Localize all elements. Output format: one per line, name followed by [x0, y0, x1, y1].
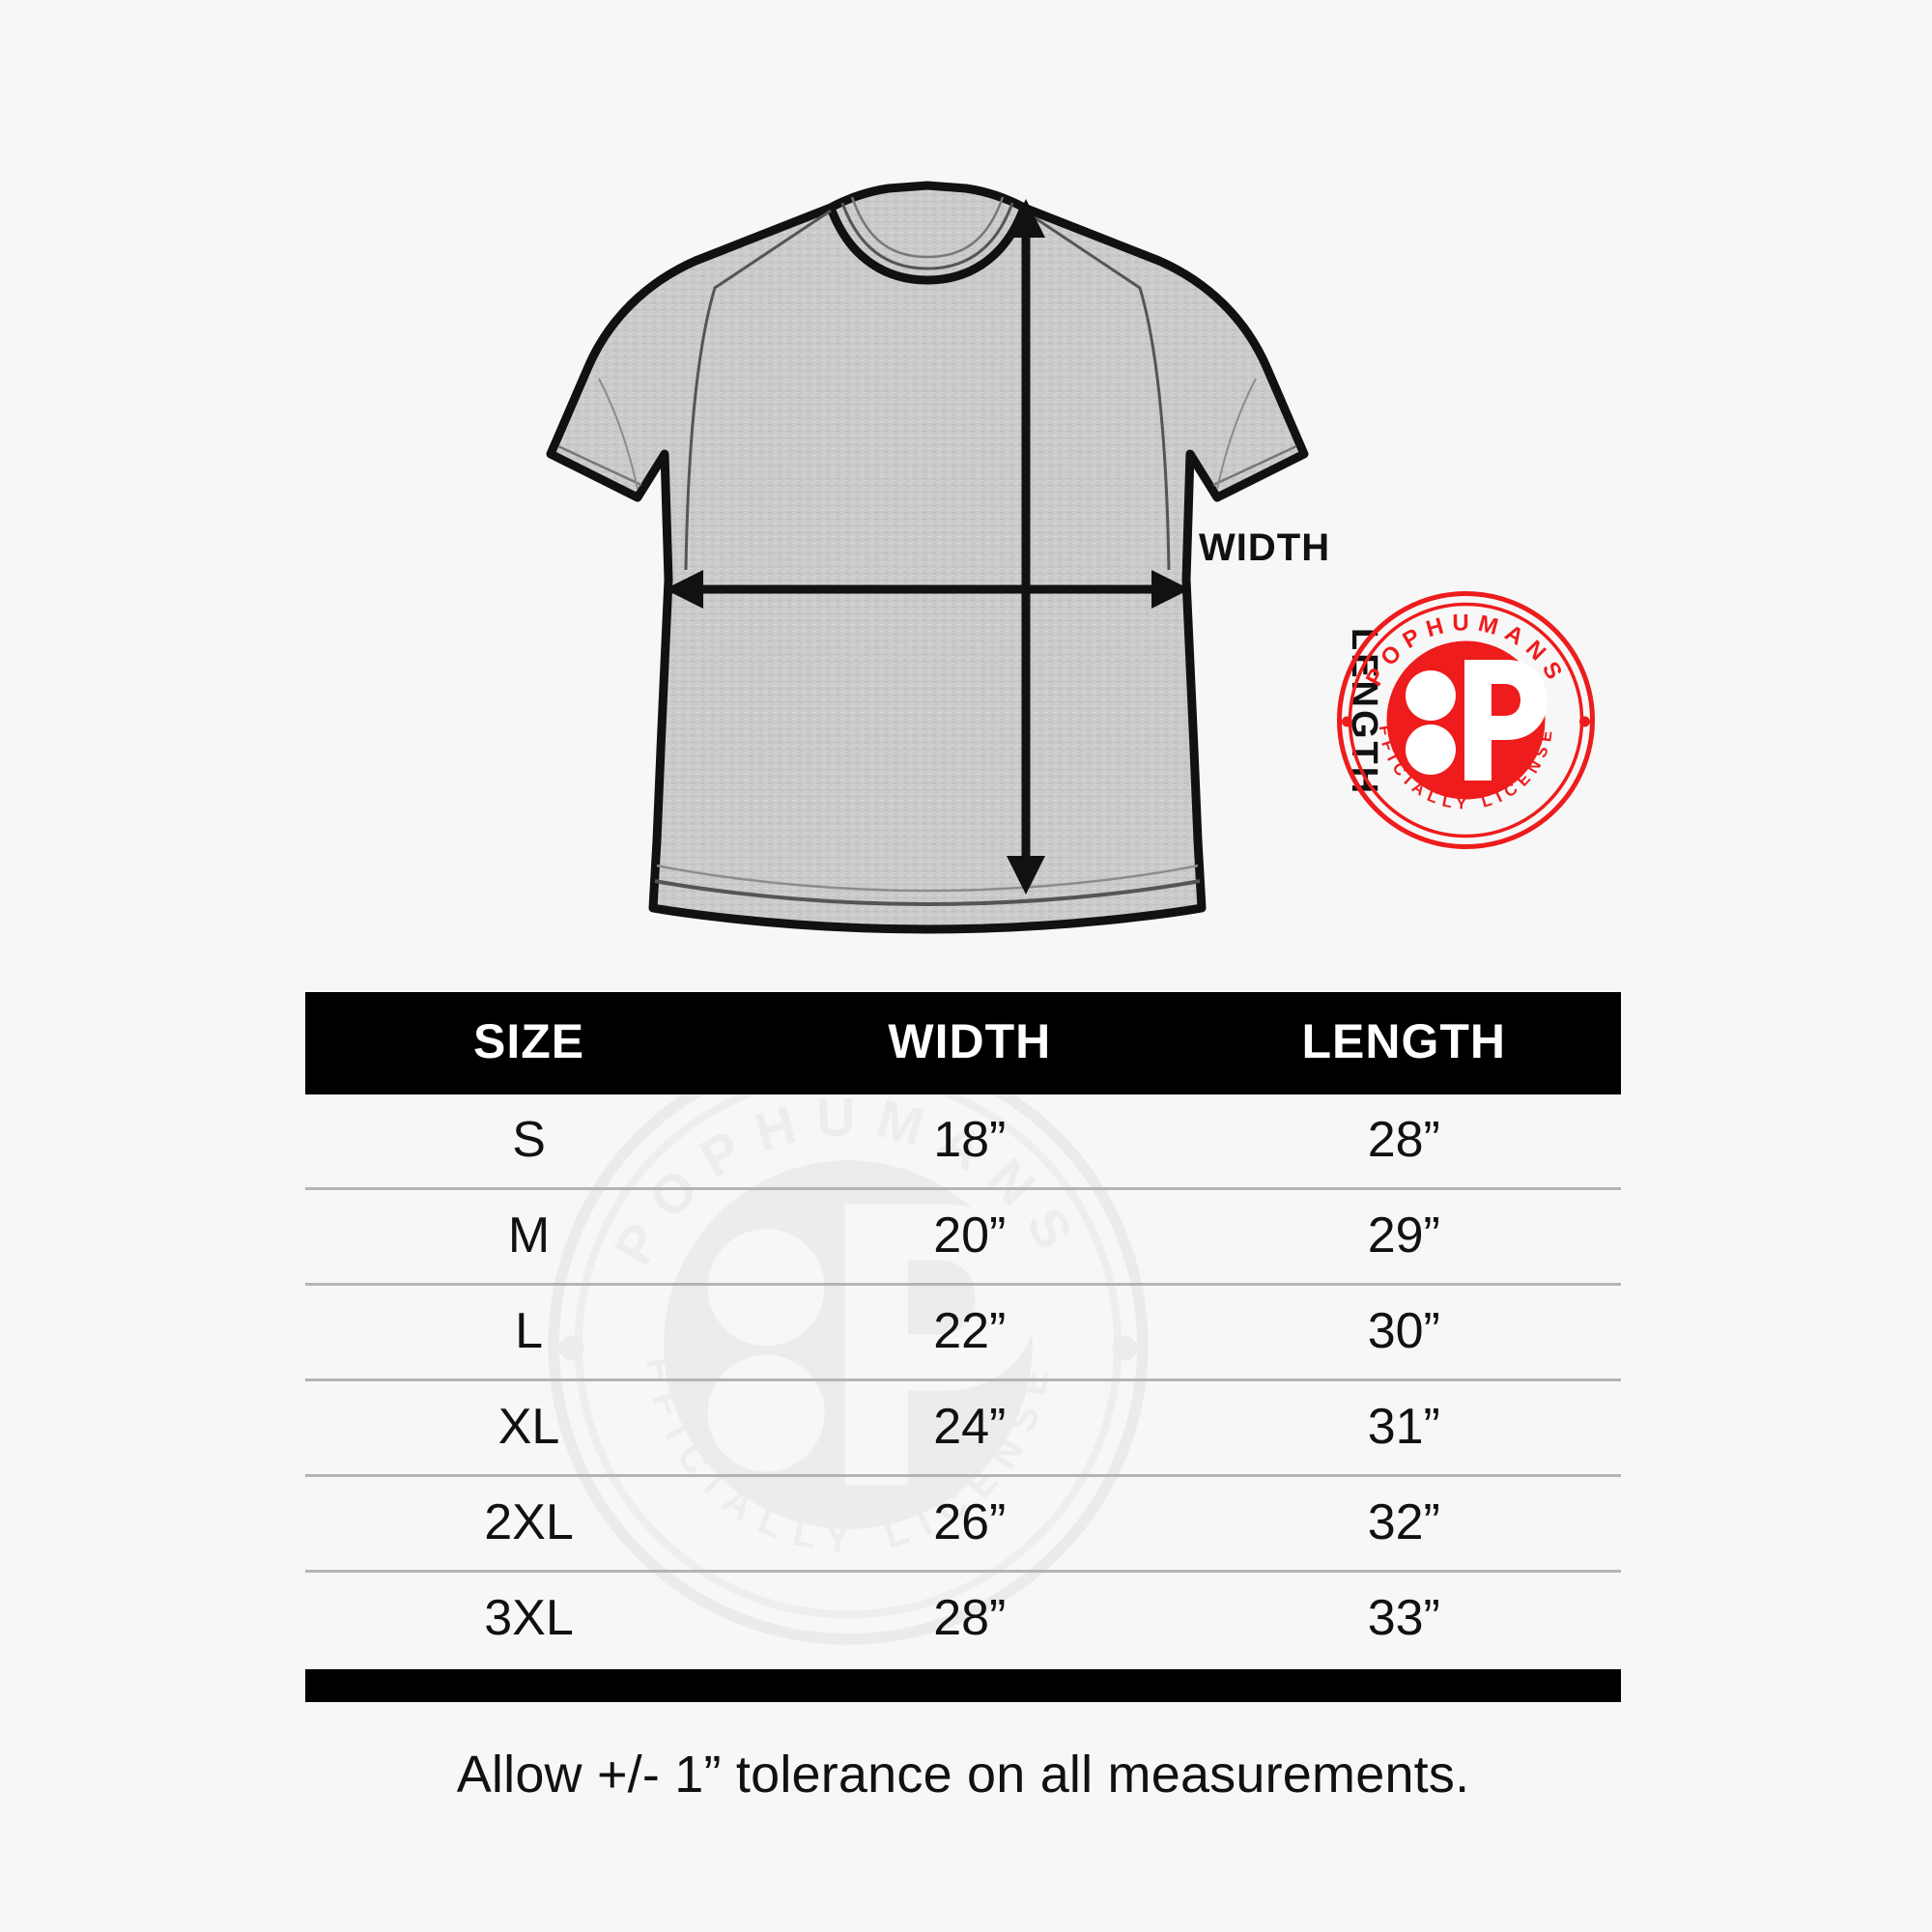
table-bottom-bar [305, 1669, 1621, 1702]
cell-size: S [305, 1094, 753, 1190]
size-table: SIZE WIDTH LENGTH S 18” 28” M 20” 29” L [305, 992, 1621, 1665]
cell-length: 33” [1367, 1590, 1440, 1646]
cell-length: 32” [1186, 1475, 1621, 1573]
size-table-container: SIZE WIDTH LENGTH S 18” 28” M 20” 29” L [305, 992, 1621, 1804]
cell-width: 28” [933, 1590, 1007, 1646]
cell-width: 26” [753, 1475, 1187, 1573]
header-row: SIZE WIDTH LENGTH [305, 992, 1621, 1094]
cell-size: L [305, 1284, 753, 1381]
badge-right-dot [1579, 716, 1590, 727]
cell-size: 3XL [484, 1590, 574, 1646]
badge-outer-ring [1337, 591, 1595, 849]
table-row: 2XL 26” 32” [305, 1475, 1621, 1573]
pophumans-logo-badge: POPHUMANS OFFICIALLY LICENSED [1333, 587, 1599, 853]
cell-width: 20” [753, 1188, 1187, 1286]
size-table-body: S 18” 28” M 20” 29” L 22” 30” XL 24” [305, 1094, 1621, 1665]
badge-dot-upper [1406, 670, 1456, 721]
tshirt-diagram: WIDTH LENGTH [541, 164, 1384, 956]
cell-length: 31” [1186, 1379, 1621, 1477]
header-length: LENGTH [1186, 992, 1621, 1094]
cell-size: M [305, 1188, 753, 1286]
cell-length: 29” [1186, 1188, 1621, 1286]
size-table-header: SIZE WIDTH LENGTH [305, 992, 1621, 1094]
table-row: S 18” 28” [305, 1094, 1621, 1190]
header-size: SIZE [305, 992, 753, 1094]
header-width: WIDTH [753, 992, 1187, 1094]
table-row: M 20” 29” [305, 1188, 1621, 1286]
cell-size: XL [305, 1379, 753, 1477]
badge-dot-lower [1406, 724, 1456, 775]
table-row: L 22” 30” [305, 1284, 1621, 1381]
badge-left-dot [1342, 716, 1352, 727]
tshirt-body [546, 181, 1309, 934]
cell-length: 28” [1186, 1094, 1621, 1190]
cell-width: 22” [753, 1284, 1187, 1381]
tolerance-note: Allow +/- 1” tolerance on all measuremen… [456, 1746, 1470, 1804]
cell-width: 24” [753, 1379, 1187, 1477]
cell-size: 2XL [305, 1475, 753, 1573]
width-dimension-label: WIDTH [1199, 526, 1331, 569]
table-row: 3XL 28” 33” [305, 1572, 1621, 1666]
table-row: XL 24” 31” [305, 1379, 1621, 1477]
cell-length: 30” [1186, 1284, 1621, 1381]
length-arrow [1007, 199, 1045, 895]
badge-p-monogram [1464, 660, 1548, 781]
width-arrow [665, 570, 1190, 609]
cell-width: 18” [753, 1094, 1187, 1190]
